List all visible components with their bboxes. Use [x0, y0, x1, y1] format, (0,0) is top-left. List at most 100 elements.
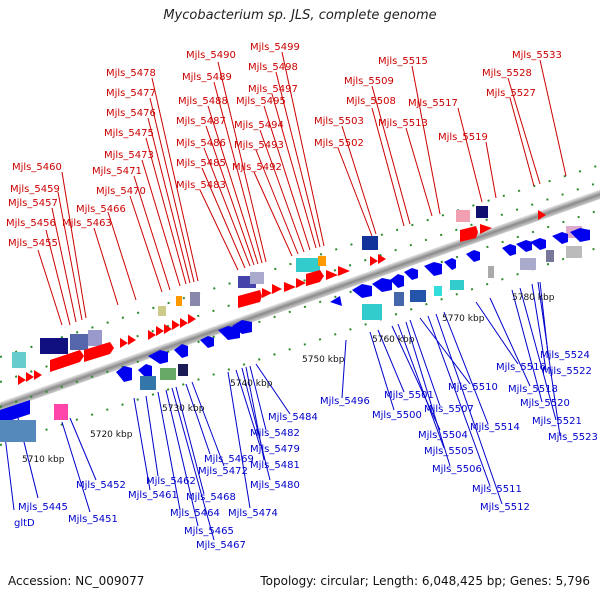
top-strand-features — [12, 206, 582, 368]
gene-block — [70, 334, 88, 350]
gene-label: Mjls_5528 — [482, 68, 532, 79]
kbp-label: 5780 kbp — [512, 293, 555, 303]
top-leader-lines — [37, 51, 567, 326]
gene-block — [434, 286, 442, 296]
gene-label: Mjls_5512 — [480, 502, 530, 513]
kbp-label: 5740 kbp — [230, 379, 273, 389]
kbp-label: 5770 kbp — [442, 314, 485, 324]
gene-label: Mjls_5513 — [378, 118, 428, 129]
gene-label: Mjls_5455 — [8, 238, 58, 249]
gene-label: Mjls_5507 — [424, 404, 474, 415]
gene-block — [296, 258, 320, 272]
bottom-strand-arrows — [0, 228, 590, 424]
gene-block — [410, 290, 426, 302]
gene-label: Mjls_5524 — [540, 350, 590, 361]
map-title: Mycobacterium sp. JLS, complete genome — [163, 8, 437, 23]
gene-block — [362, 236, 378, 250]
gene-label: Mjls_5497 — [248, 84, 298, 95]
bottom-gene-labels: gltD Mjls_5445 Mjls_5451 Mjls_5452 Mjls_… — [14, 350, 598, 551]
gene-label: Mjls_5484 — [268, 412, 318, 423]
gene-block — [158, 306, 166, 316]
gene-label: Mjls_5533 — [512, 50, 562, 61]
gene-block — [394, 292, 404, 306]
gene-block — [520, 258, 536, 270]
genome-backbone — [0, 129, 600, 472]
gene-label: Mjls_5460 — [12, 162, 62, 173]
gene-label: Mjls_5478 — [106, 68, 156, 79]
gene-label: Mjls_5521 — [532, 416, 582, 427]
gene-label: Mjls_5495 — [236, 96, 286, 107]
gene-label: Mjls_5466 — [76, 204, 126, 215]
gene-label: Mjls_5527 — [486, 88, 536, 99]
gene-label: Mjls_5445 — [18, 502, 68, 513]
gene-label: Mjls_5464 — [170, 508, 220, 519]
gene-label: Mjls_5503 — [314, 116, 364, 127]
gene-block — [54, 404, 68, 420]
accession-text: Accession: NC_009077 — [8, 574, 145, 588]
gene-block — [40, 338, 68, 354]
gene-label: Mjls_5490 — [186, 50, 236, 61]
gene-label: Mjls_5470 — [96, 186, 146, 197]
gene-label: Mjls_5498 — [248, 62, 298, 73]
gene-block — [12, 352, 26, 368]
gene-label: Mjls_5461 — [128, 490, 178, 501]
gene-label: Mjls_5511 — [472, 484, 522, 495]
gene-label: Mjls_5522 — [542, 366, 592, 377]
gene-label: Mjls_5506 — [432, 464, 482, 475]
gene-label: Mjls_5514 — [470, 422, 520, 433]
gene-block — [140, 376, 156, 390]
bottom-leader-lines — [3, 281, 561, 541]
gene-label: Mjls_5465 — [184, 526, 234, 537]
gene-block — [178, 364, 188, 376]
gene-label: gltD — [14, 518, 35, 529]
gene-label: Mjls_5523 — [548, 432, 598, 443]
gene-label: Mjls_5456 — [6, 218, 56, 229]
gene-label: Mjls_5480 — [250, 480, 300, 491]
gene-label: Mjls_5493 — [234, 140, 284, 151]
gene-block — [488, 266, 494, 278]
gene-label: Mjls_5473 — [104, 150, 154, 161]
gene-label: Mjls_5482 — [250, 428, 300, 439]
kbp-scale-labels: 5710 kbp 5720 kbp 5730 kbp 5740 kbp 5750… — [22, 293, 555, 465]
gene-block — [450, 280, 464, 290]
gene-block — [456, 210, 470, 222]
gene-block — [476, 206, 488, 218]
gene-label: Mjls_5457 — [8, 198, 58, 209]
gene-label: Mjls_5502 — [314, 138, 364, 149]
gene-label: Mjls_5517 — [408, 98, 458, 109]
gene-label: Mjls_5451 — [68, 514, 118, 525]
bottom-strand-features — [0, 246, 582, 442]
top-gene-labels: Mjls_5455 Mjls_5456 Mjls_5457 Mjls_5459 … — [6, 42, 562, 249]
gene-label: Mjls_5463 — [62, 218, 112, 229]
gene-label: Mjls_5474 — [228, 508, 278, 519]
kbp-label: 5710 kbp — [22, 455, 65, 465]
gene-block — [250, 272, 264, 284]
gene-label: Mjls_5469 — [204, 454, 254, 465]
gene-label: Mjls_5515 — [378, 56, 428, 67]
gene-block — [160, 368, 176, 380]
gene-label: Mjls_5452 — [76, 480, 126, 491]
genome-summary-text: Topology: circular; Length: 6,048,425 bp… — [260, 574, 590, 588]
gene-label: Mjls_5459 — [10, 184, 60, 195]
gene-label: Mjls_5479 — [250, 444, 300, 455]
gene-block — [566, 246, 582, 258]
top-strand-arrows — [18, 210, 546, 385]
gene-block — [318, 256, 326, 266]
kbp-label: 5750 kbp — [302, 355, 345, 365]
gene-label: Mjls_5472 — [198, 466, 248, 477]
gene-label: Mjls_5504 — [418, 430, 468, 441]
gene-label: Mjls_5486 — [176, 138, 226, 149]
kbp-label: 5730 kbp — [162, 404, 205, 414]
gene-label: Mjls_5500 — [372, 410, 422, 421]
gene-label: Mjls_5501 — [384, 390, 434, 401]
gene-label: Mjls_5462 — [146, 476, 196, 487]
gene-label: Mjls_5505 — [424, 446, 474, 457]
gene-label: Mjls_5481 — [250, 460, 300, 471]
gene-label: Mjls_5475 — [104, 128, 154, 139]
kbp-label: 5760 kbp — [372, 335, 415, 345]
gene-label: Mjls_5483 — [176, 180, 226, 191]
gene-label: Mjls_5494 — [234, 120, 284, 131]
gene-label: Mjls_5467 — [196, 540, 246, 551]
gene-label: Mjls_5488 — [178, 96, 228, 107]
